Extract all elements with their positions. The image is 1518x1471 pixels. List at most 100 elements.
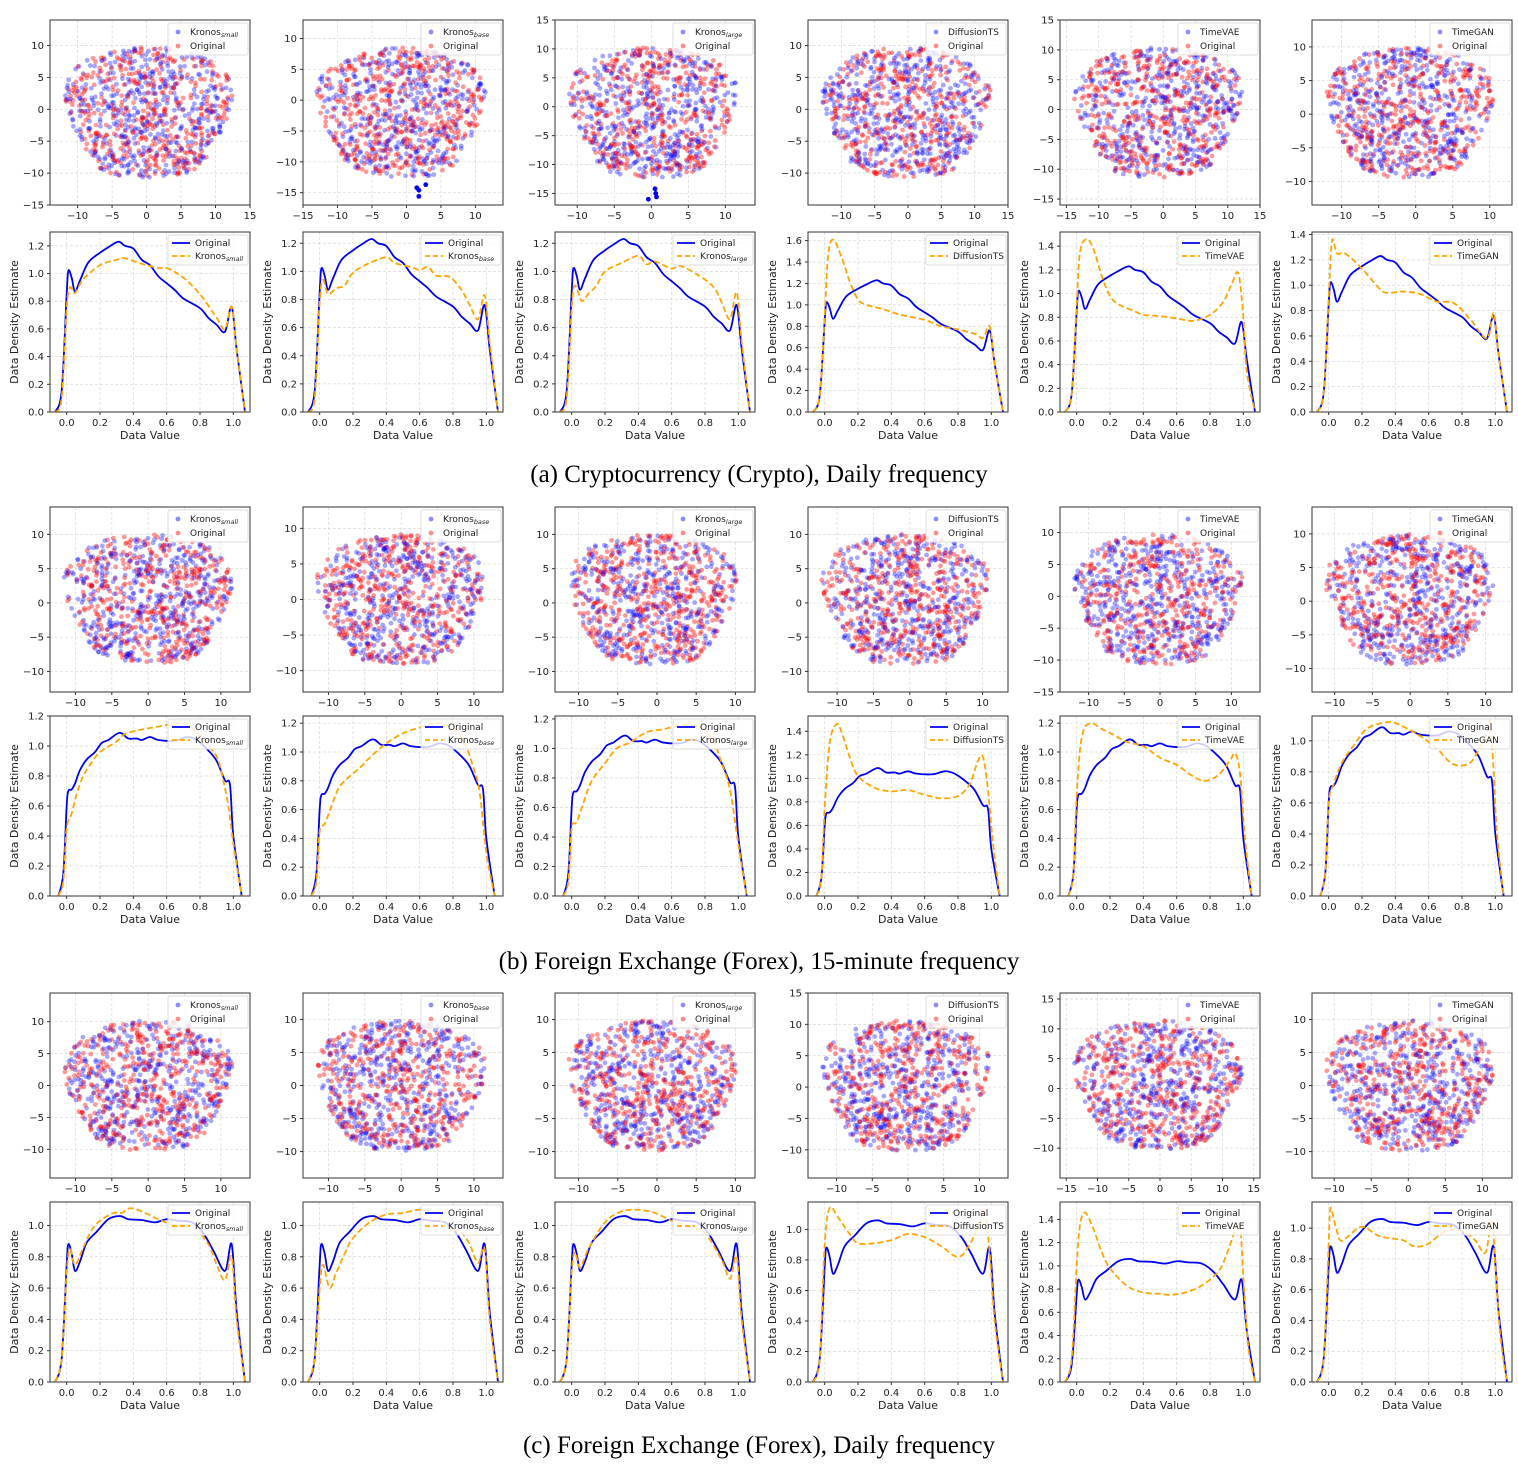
point-original [680, 93, 685, 98]
point-original [634, 72, 639, 77]
point-original [954, 115, 959, 120]
point-generated [133, 96, 138, 101]
point-original [636, 119, 641, 124]
point-original [712, 144, 717, 149]
point-generated [1183, 124, 1188, 129]
point-original [1161, 65, 1166, 70]
point-original [443, 123, 448, 128]
point-original [1133, 49, 1138, 54]
point-original [446, 61, 451, 66]
point-original [915, 93, 920, 98]
point-original [466, 88, 471, 93]
point-generated [621, 108, 626, 113]
point-generated [395, 145, 400, 150]
point-original [1167, 168, 1172, 173]
point-original [713, 78, 718, 83]
point-original [1109, 63, 1114, 68]
point-generated [108, 52, 113, 57]
point-original [967, 146, 972, 151]
point-original [932, 81, 937, 86]
point-generated [148, 57, 153, 62]
point-generated [595, 69, 600, 74]
point-original [439, 57, 444, 62]
point-original [623, 62, 628, 67]
legend-marker-original [681, 44, 686, 49]
point-original [698, 67, 703, 72]
point-original [1098, 63, 1103, 68]
point-original [842, 134, 847, 139]
point-generated [1202, 113, 1207, 118]
point-original [689, 131, 694, 136]
point-generated [420, 169, 425, 174]
point-original [145, 91, 150, 96]
x-tick-label: 0 [1160, 211, 1166, 222]
point-generated [136, 163, 141, 168]
point-original [719, 82, 724, 87]
point-original [1169, 73, 1174, 78]
point-generated [645, 80, 650, 85]
point-original [928, 138, 933, 143]
point-generated [1239, 90, 1244, 95]
point-generated [671, 118, 676, 123]
point-generated [857, 91, 862, 96]
point-original [376, 113, 381, 118]
point-generated [850, 88, 855, 93]
point-generated [374, 125, 379, 130]
point-original [716, 71, 721, 76]
y-tick-label: −10 [528, 160, 549, 171]
point-generated [847, 101, 852, 106]
point-generated [700, 127, 705, 132]
point-original [664, 52, 669, 57]
point-generated [121, 49, 126, 54]
point-generated [1227, 84, 1232, 89]
point-generated [907, 159, 912, 164]
point-generated [608, 53, 613, 58]
point-generated [682, 58, 687, 63]
point-original [828, 93, 833, 98]
point-original [176, 165, 181, 170]
point-generated [406, 76, 411, 81]
point-generated [1148, 114, 1153, 119]
point-generated [419, 91, 424, 96]
point-original [676, 100, 681, 105]
point-generated [154, 123, 159, 128]
point-generated [1131, 144, 1136, 149]
y-tick-label: 10 [1041, 45, 1054, 56]
point-original [643, 150, 648, 155]
point-original [904, 99, 909, 104]
point-generated [200, 102, 205, 107]
point-generated [482, 88, 487, 93]
point-generated [928, 166, 933, 171]
point-generated [971, 95, 976, 100]
point-original [157, 71, 162, 76]
point-generated [928, 90, 933, 95]
point-original [93, 59, 98, 64]
point-generated [108, 71, 113, 76]
point-original [1126, 70, 1131, 75]
point-original [197, 126, 202, 131]
point-original [862, 165, 867, 170]
point-generated [908, 123, 913, 128]
point-original [692, 164, 697, 169]
point-original [104, 123, 109, 128]
point-original [935, 163, 940, 168]
point-original [400, 46, 405, 51]
point-generated [733, 81, 738, 86]
point-original [121, 111, 126, 116]
point-generated [447, 92, 452, 97]
point-generated [592, 65, 597, 70]
point-original [182, 166, 187, 171]
point-generated [1117, 139, 1122, 144]
point-generated [908, 47, 913, 52]
point-original [1108, 114, 1113, 119]
point-original [452, 147, 457, 152]
point-original [392, 106, 397, 111]
point-generated [693, 101, 698, 106]
point-original [323, 124, 328, 129]
point-original [1201, 138, 1206, 143]
point-original [434, 154, 439, 159]
point-original [942, 169, 947, 174]
point-generated [157, 113, 162, 118]
point-generated [109, 93, 114, 98]
point-generated [675, 163, 680, 168]
